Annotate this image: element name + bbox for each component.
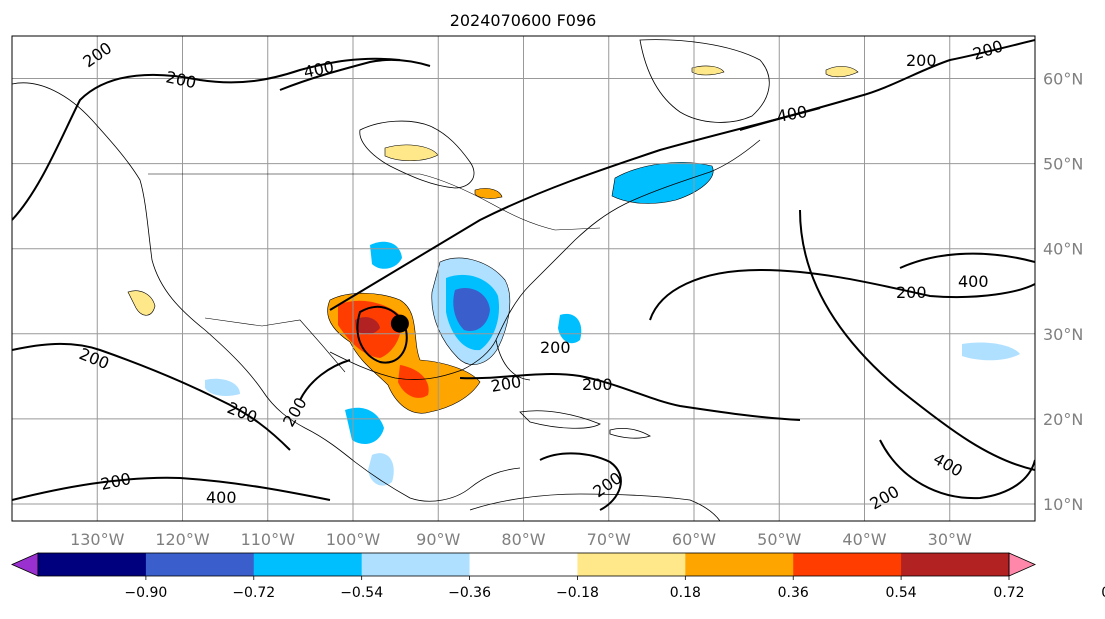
latitude-label: 40°N [1043,240,1083,259]
gulf-coastline [329,338,531,381]
contour-200-atlantic [649,268,1035,321]
colorbar-tick-label: −0.90 [124,585,167,601]
hispaniola-coastline [609,428,651,439]
positive-anomaly-gulf [398,365,429,398]
contour-label: 400 [958,272,989,291]
colorbar-tick-label: 0.18 [670,585,701,601]
geopotential-contours [12,39,1035,511]
longitude-label: 70°W [587,530,631,549]
longitude-label: 100°W [326,530,381,549]
negative-anomaly-caribbean [558,313,582,344]
contour-label: 400 [206,488,237,507]
positive-anomaly-greenland [691,65,725,76]
contour-400-north [279,58,431,91]
contour-200-mexico [299,359,351,401]
contour-200-pacific-south [12,342,291,451]
longitude-label: 90°W [416,530,460,549]
colorbar-tick-label: 0.90 [1101,585,1105,601]
colorbar-segment [793,553,902,576]
positive-anomaly-pacific [127,290,156,316]
gridlines [12,36,1035,521]
negative-anomaly-baja [205,378,240,396]
figure-title: 2024070600 F096 [450,11,597,30]
colorbar-tick-label: 0.72 [993,585,1024,601]
hudson-bay-coastline [359,120,475,189]
positive-anomaly-peak [355,317,380,335]
positive-anomaly-lakes [474,188,503,199]
contour-400-south-atlantic [799,209,1035,471]
storm-center-marker [390,314,409,333]
contour-label: 200 [582,375,613,394]
contour-trough-east [329,107,821,311]
longitude-label: 40°W [842,530,886,549]
north-america-coastline [12,82,521,502]
contour-label: 200 [906,51,937,70]
colorbar-tick-label: −0.36 [448,585,491,601]
us-canada-border [148,173,601,231]
contour-200-caribbean [459,373,801,421]
colorbar-extend-high [1008,552,1036,577]
longitude-label: 80°W [501,530,545,549]
negative-anomaly-core [453,288,490,332]
contour-ridge-loop [356,305,408,364]
contour-400-arctic [739,39,1035,131]
contour-label: 200 [896,283,927,302]
latitude-label: 20°N [1043,410,1083,429]
contour-400-atlantic [899,252,1035,269]
longitude-labels: 130°W 120°W 110°W 100°W 90°W 80°W 70°W 60°W 50°W… [70,530,972,549]
contour-200-south-atlantic [879,439,1035,500]
contour-200-northwest [12,57,401,221]
atlantic-coastline [495,139,761,341]
us-mexico-border [204,317,346,373]
greenland-coastline [639,39,770,123]
colorbar-segment [901,553,1010,576]
colorbar-tick-label: 0.36 [778,585,809,601]
colorbar-segment [145,553,255,576]
colorbar-segment [38,553,147,576]
positive-anomaly-arctic [825,66,859,78]
latitude-label: 50°N [1043,155,1083,174]
south-america-coastline [469,493,721,521]
longitude-label: 110°W [241,530,296,549]
negative-anomaly-canada [611,162,714,204]
latitude-label: 30°N [1043,325,1083,344]
colorbar-outline [37,552,1010,577]
shaded-anomalies [127,65,1020,486]
cuba-coastline [519,410,601,429]
longitude-label: 30°W [928,530,972,549]
latitude-labels: 60°N 50°N 40°N 30°N 20°N 10°N [1043,70,1083,514]
longitude-label: 130°W [70,530,125,549]
colorbar-tick-labels: −0.90 −0.72 −0.54 −0.36 −0.18 0.18 0.36 0.54 0.7… [124,576,1105,601]
longitude-label: 50°W [757,530,801,549]
colorbar-tick-label: −0.54 [340,585,383,601]
colorbar-segment [685,553,794,576]
coastlines-and-borders [12,39,770,521]
negative-anomaly-mexico [345,407,384,444]
colorbar-segment [253,553,363,576]
latitude-label: 60°N [1043,70,1083,89]
colorbar-tick-label: 0.54 [886,585,917,601]
negative-anomaly-atlantic [962,342,1020,361]
colorbar-tick-label: −0.72 [232,585,275,601]
contour-label: 200 [540,338,571,357]
contour-200-pacific-lower [12,476,331,501]
colorbar [11,552,1036,577]
contour-200-tropics [539,452,622,511]
latitude-label: 10°N [1043,495,1083,514]
longitude-label: 60°W [672,530,716,549]
map-frame [11,35,1036,522]
colorbar-segment [577,553,686,576]
colorbar-segment [361,553,471,576]
colorbar-tick-label: −0.18 [556,585,599,601]
longitude-label: 120°W [155,530,210,549]
colorbar-extend-low [11,552,39,577]
colorbar-segment [469,553,578,576]
negative-anomaly-mexico-south [368,453,394,486]
